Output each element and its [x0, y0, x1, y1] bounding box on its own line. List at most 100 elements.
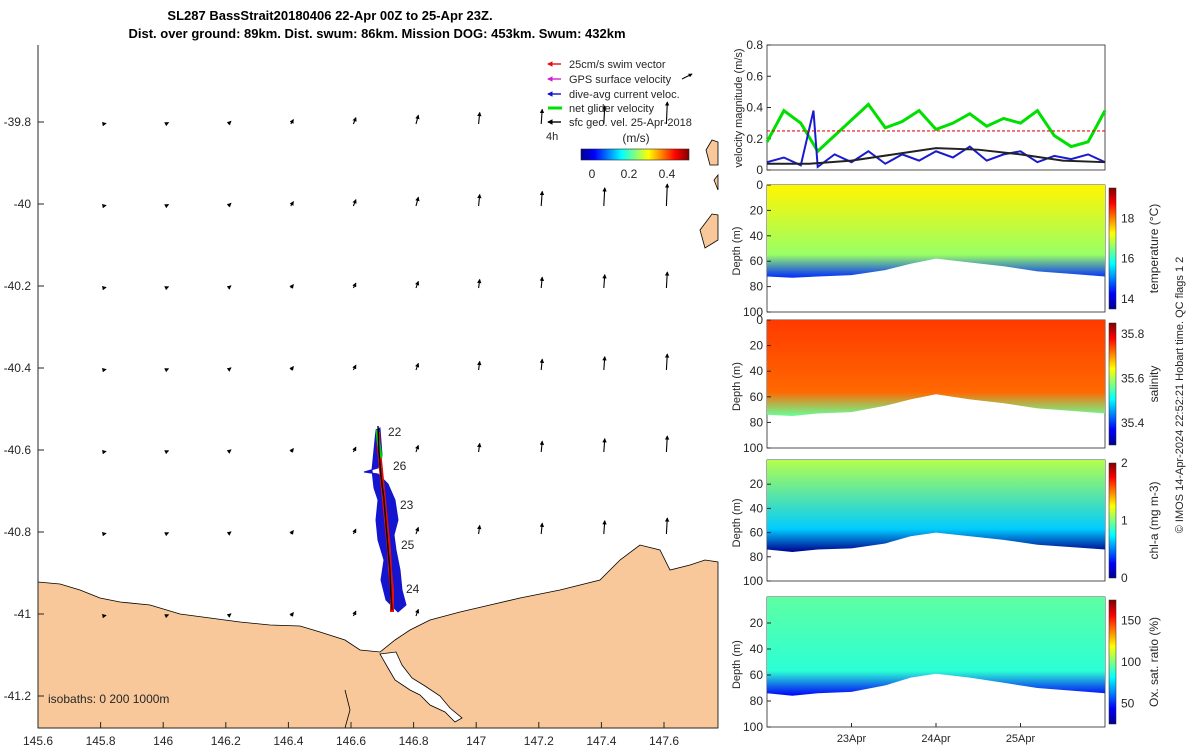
section-y-tick-label: 60 [750, 254, 764, 268]
geo-velocity-arrow [477, 111, 482, 125]
geo-velocity-arrow [664, 271, 670, 289]
velocity-series-line-0 [765, 102, 1107, 154]
island-east-3 [713, 173, 719, 191]
map-x-tick-label: 146.6 [336, 734, 366, 748]
velocity-y-tick-label: 0 [756, 163, 763, 177]
section-colorbar-tick: 18 [1121, 211, 1135, 225]
section-y-tick-label: 0 [756, 178, 763, 192]
section-colorbar-2 [1108, 462, 1117, 579]
section-y-tick-label: 20 [750, 339, 764, 353]
section-y-tick-label: 100 [743, 720, 763, 734]
geo-velocity-arrow [101, 613, 107, 619]
geo-velocity-arrow [226, 120, 232, 126]
map-y-tick-label: -40.2 [4, 279, 32, 293]
geo-velocity-arrow [289, 201, 294, 207]
map-colorbar-tick-1: 0.2 [621, 167, 638, 181]
section-y-tick-label: 80 [750, 694, 764, 708]
geo-velocity-arrow [289, 447, 294, 453]
section-field-0 [767, 185, 1105, 278]
section-panel-0: 0 20 40 60 80 100 Depth (m) 14 16 18 temperature (… [731, 178, 1161, 319]
geo-velocity-arrow [164, 450, 170, 455]
legend-gps-label: GPS surface velocity [569, 74, 672, 86]
section-x-tick-label: 24Apr [921, 733, 951, 745]
glider-track [363, 425, 407, 613]
map-colorbar-label: (m/s) [622, 131, 649, 145]
section-x-tick-label: 23Apr [837, 733, 867, 745]
track-label-26: 26 [393, 459, 407, 473]
section-y-tick-label: 40 [750, 501, 764, 515]
section-ylabel-1: Depth (m) [731, 362, 743, 411]
map-y-tick-label: -40.6 [4, 443, 32, 457]
geo-velocity-arrow [226, 531, 232, 536]
section-y-tick-label: 60 [750, 526, 764, 540]
geo-velocity-arrow [477, 193, 482, 207]
map-colorbar-tick-0: 0 [589, 167, 596, 181]
velocity-y-tick-label: 0.8 [746, 38, 763, 52]
section-colorbar-label-3: Ox. sat. ratio (%) [1147, 617, 1161, 707]
section-y-tick-label: 80 [750, 280, 764, 294]
geo-velocity-arrow [164, 532, 170, 537]
section-colorbar-tick: 1 [1121, 514, 1128, 528]
geo-velocity-arrow [226, 367, 232, 372]
section-y-tick-label: 40 [750, 229, 764, 243]
map-y-tick-label: -41 [14, 607, 32, 621]
section-ylabel-0: Depth (m) [731, 227, 743, 276]
island-east-2 [705, 139, 719, 166]
geo-velocity-arrow [415, 362, 420, 371]
velocity-ylabel: velocity magnitude (m/s) [733, 48, 745, 167]
geo-velocity-arrow [352, 198, 357, 207]
section-y-tick-label: 100 [743, 305, 763, 319]
geo-velocity-arrow [602, 438, 607, 453]
geo-velocity-arrow [289, 365, 294, 371]
island-east-1 [699, 213, 719, 249]
legend-4h-label: 4h [546, 131, 558, 143]
velocity-axes [766, 44, 1106, 171]
section-y-tick-label: 80 [750, 550, 764, 564]
geo-velocity-arrow [226, 613, 232, 618]
geo-velocity-arrow [539, 440, 545, 453]
geo-velocity-arrow [664, 517, 670, 535]
section-y-tick-label: 80 [750, 415, 764, 429]
geo-velocity-arrow [164, 204, 170, 209]
geo-velocity-arrow [664, 435, 670, 453]
section-y-tick-label: 20 [750, 477, 764, 491]
section-colorbar-3 [1108, 599, 1117, 725]
geo-velocity-arrow [289, 611, 294, 617]
section-y-tick-label: 20 [750, 616, 764, 630]
geo-velocity-arrow [101, 367, 107, 373]
map-y-tick-label: -41.2 [4, 689, 32, 703]
geo-velocity-arrow [164, 122, 170, 127]
section-panel-2: 20 40 60 80 100 Depth (m) 0 1 2 chl-a (mg m-3) [731, 456, 1161, 588]
geo-velocity-arrow [352, 528, 357, 535]
geo-velocity-arrow [289, 283, 294, 289]
map-x-tick-label: 146.8 [399, 734, 429, 748]
track-label-23: 23 [400, 498, 414, 512]
geo-velocity-arrow [415, 196, 420, 207]
geo-velocity-arrow [352, 116, 357, 125]
legend-gps-arrow [681, 73, 693, 80]
velocity-y-tick-label: 0.2 [746, 132, 763, 146]
geo-velocity-arrow [602, 274, 607, 289]
section-panel-3: 20 40 60 80 100 Depth (m) 50 100 150 Ox. sat. rat… [731, 596, 1161, 745]
section-y-tick-label: 60 [750, 390, 764, 404]
geo-velocity-arrow [602, 105, 607, 125]
velocity-series-line-2 [767, 147, 1106, 165]
section-colorbar-tick: 35.6 [1121, 371, 1145, 385]
geo-velocity-arrow [539, 108, 545, 125]
legend-swim-label: 25cm/s swim vector [569, 59, 666, 71]
track-label-25: 25 [401, 538, 415, 552]
map-x-tick-label: 147.6 [649, 734, 679, 748]
section-y-tick-label: 40 [750, 642, 764, 656]
section-colorbar-tick: 150 [1121, 614, 1141, 628]
map-y-tick-label: -39.8 [4, 115, 32, 129]
geo-velocity-arrow [602, 520, 607, 535]
section-y-tick-label: 100 [743, 441, 763, 455]
geo-velocity-arrow [101, 285, 107, 291]
geo-velocity-arrow [539, 276, 545, 289]
geo-velocity-arrow [164, 614, 170, 619]
velocity-magnitude-panel: velocity magnitude (m/s) 0 0.2 0.4 0.6 0.8 [733, 38, 1107, 177]
legend-sfc-label: sfc geo. vel. 25-Apr-2018 [569, 117, 692, 129]
geo-velocity-arrow [289, 529, 294, 535]
